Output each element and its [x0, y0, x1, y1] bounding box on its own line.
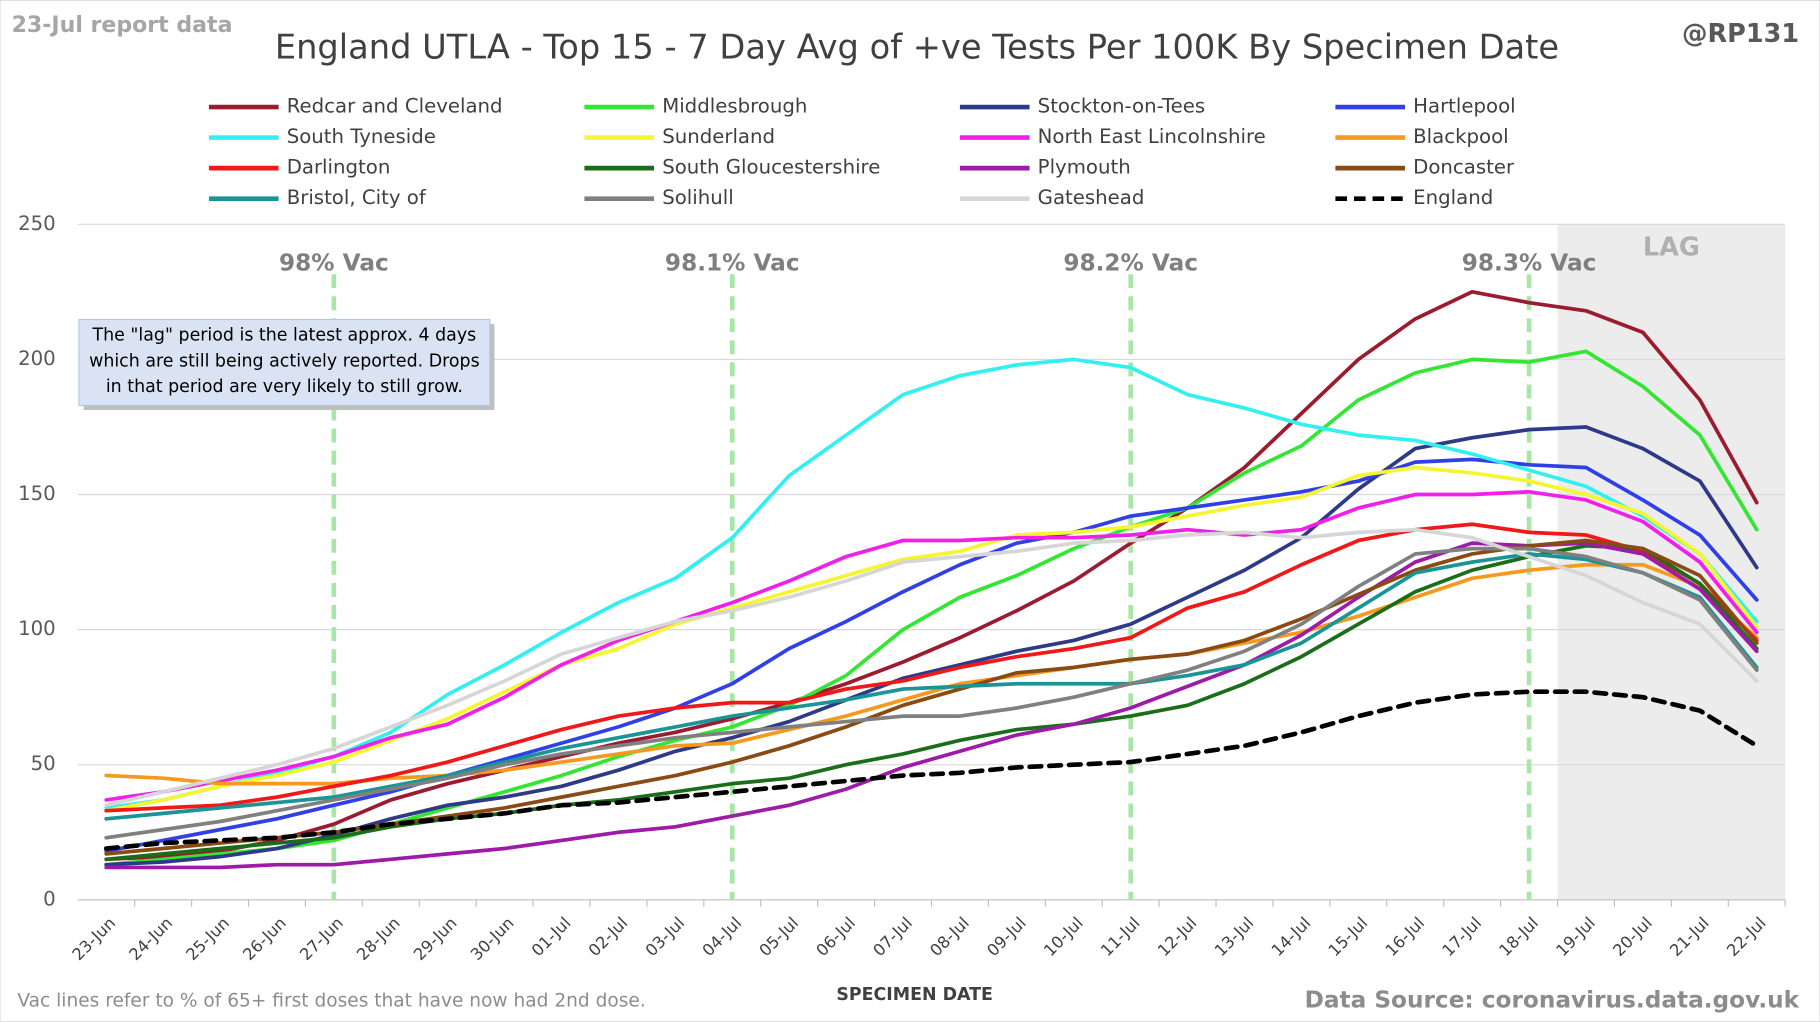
- y-tick-label: 150: [18, 482, 56, 505]
- author: @RP131: [1682, 19, 1799, 49]
- legend-label: South Tyneside: [287, 125, 436, 148]
- y-tick-label: 250: [18, 212, 56, 235]
- chart-title: England UTLA - Top 15 - 7 Day Avg of +ve…: [275, 28, 1559, 67]
- series-line: [104, 290, 1759, 862]
- legend-label: Hartlepool: [1413, 95, 1515, 118]
- x-axis-title: SPECIMEN DATE: [836, 985, 993, 1005]
- legend-label: North East Lincolnshire: [1038, 125, 1266, 148]
- vac-label: 98.2% Vac: [1063, 249, 1198, 276]
- legend-label: South Gloucestershire: [662, 156, 880, 179]
- series-line: [104, 522, 1759, 813]
- annotation-box: [78, 318, 491, 406]
- legend-label: Darlington: [287, 156, 391, 179]
- source: Data Source: coronavirus.data.gov.uk: [1305, 986, 1800, 1013]
- series-line: [104, 541, 1759, 870]
- legend-label: Gateshead: [1038, 186, 1145, 209]
- series-line: [104, 543, 1759, 862]
- annotation-text: in that period are very likely to still …: [106, 377, 463, 397]
- y-tick-label: 200: [18, 347, 56, 370]
- series-line: [104, 546, 1759, 840]
- series-line: [104, 527, 1759, 808]
- legend-label: Doncaster: [1413, 156, 1515, 179]
- annotation-text: which are still being actively reported.…: [89, 351, 480, 371]
- lag-label: LAG: [1643, 233, 1700, 263]
- vac-label: 98.3% Vac: [1462, 249, 1597, 276]
- series-line: [104, 489, 1759, 802]
- legend-label: Bristol, City of: [287, 186, 427, 209]
- series-line: [104, 457, 1759, 854]
- legend-label: Stockton-on-Tees: [1038, 95, 1205, 118]
- vac-label: 98.1% Vac: [665, 249, 800, 276]
- legend-label: Sunderland: [662, 125, 775, 148]
- vac-label: 98% Vac: [279, 249, 389, 276]
- legend-label: Solihull: [662, 186, 734, 209]
- legend-label: Blackpool: [1413, 125, 1508, 148]
- series-line: [103, 689, 1760, 851]
- annotation-text: The "lag" period is the latest approx. 4…: [92, 326, 477, 346]
- report-note: 23-Jul report data: [12, 13, 233, 38]
- y-tick-label: 0: [43, 887, 56, 910]
- series-line: [104, 425, 1759, 867]
- legend-label: Redcar and Cleveland: [287, 95, 503, 118]
- series-line: [104, 465, 1759, 813]
- series-line: [104, 357, 1759, 810]
- legend-label: Plymouth: [1038, 156, 1131, 179]
- y-tick-label: 50: [31, 752, 56, 775]
- legend-label: England: [1413, 186, 1493, 209]
- series-line: [104, 552, 1759, 821]
- footnote: Vac lines refer to % of 65+ first doses …: [17, 990, 645, 1011]
- legend-label: Middlesbrough: [662, 95, 807, 118]
- y-tick-label: 100: [18, 617, 56, 640]
